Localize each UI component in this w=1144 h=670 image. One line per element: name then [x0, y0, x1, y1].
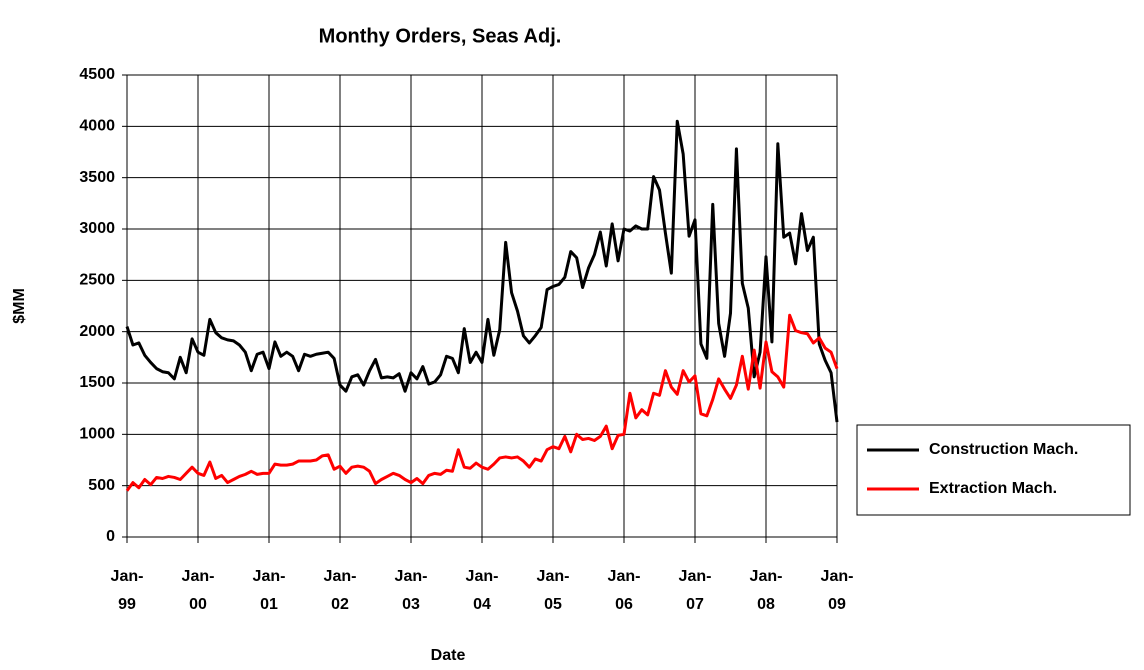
- x-tick-label-part: Jan-: [111, 568, 144, 585]
- x-tick-label-part: Jan-: [821, 568, 854, 585]
- legend-box: [856, 424, 1131, 516]
- y-axis-label: $MM: [11, 288, 28, 324]
- x-tick-label: Jan- 09: [821, 568, 854, 613]
- x-tick-label: Jan- 07: [679, 568, 712, 613]
- x-tick-label: Jan- 05: [537, 568, 570, 613]
- x-tick-label: Jan- 01: [253, 568, 286, 613]
- chart-title: Monthy Orders, Seas Adj.: [319, 25, 562, 47]
- x-tick-label-part: Jan-: [537, 568, 570, 585]
- y-tick-label: 2000: [79, 323, 115, 340]
- x-tick-label-part: Jan-: [395, 568, 428, 585]
- plot-frame: [126, 74, 838, 538]
- x-tick-label-part: Jan-: [182, 568, 215, 585]
- x-tick-label-part: 07: [686, 596, 704, 613]
- x-tick-label-part: Jan-: [324, 568, 357, 585]
- x-tick-label-part: 01: [260, 596, 278, 613]
- legend-label: Extraction Mach.: [929, 480, 1057, 497]
- y-tick-label: 3500: [79, 169, 115, 186]
- series-line: [125, 119, 839, 423]
- y-tick-label: 1500: [79, 374, 115, 391]
- x-tick-label-part: Jan-: [679, 568, 712, 585]
- x-tick-label: Jan- 06: [608, 568, 641, 613]
- x-tick-label-part: Jan-: [750, 568, 783, 585]
- x-tick-label: Jan- 04: [466, 568, 499, 613]
- x-tick-label-part: 02: [331, 596, 349, 613]
- y-tick-label: 4000: [79, 118, 115, 135]
- y-tick-label: 0: [106, 528, 115, 545]
- x-axis-label: Date: [431, 647, 466, 664]
- x-tick-label-part: 00: [189, 596, 207, 613]
- x-tick-label: Jan- 00: [182, 568, 215, 613]
- x-tick-label-part: Jan-: [466, 568, 499, 585]
- x-tick-label-part: 05: [544, 596, 562, 613]
- x-tick-label-part: 08: [757, 596, 775, 613]
- x-tick-label: Jan- 99: [111, 568, 144, 613]
- legend-label: Construction Mach.: [929, 441, 1078, 458]
- series-line: [125, 313, 839, 492]
- x-tick-label: Jan- 02: [324, 568, 357, 613]
- x-tick-label-part: Jan-: [608, 568, 641, 585]
- x-tick-label-part: 09: [828, 596, 846, 613]
- y-tick-label: 500: [88, 477, 115, 494]
- x-tick-label-part: 99: [118, 596, 136, 613]
- x-tick-label: Jan- 03: [395, 568, 428, 613]
- x-tick-label-part: Jan-: [253, 568, 286, 585]
- y-tick-label: 1000: [79, 426, 115, 443]
- x-tick-label-part: 03: [402, 596, 420, 613]
- y-tick-label: 4500: [79, 66, 115, 83]
- x-tick-label-part: 06: [615, 596, 633, 613]
- y-tick-label: 3000: [79, 220, 115, 237]
- y-tick-label: 2500: [79, 272, 115, 289]
- x-tick-label-part: 04: [473, 596, 491, 613]
- x-tick-label: Jan- 08: [750, 568, 783, 613]
